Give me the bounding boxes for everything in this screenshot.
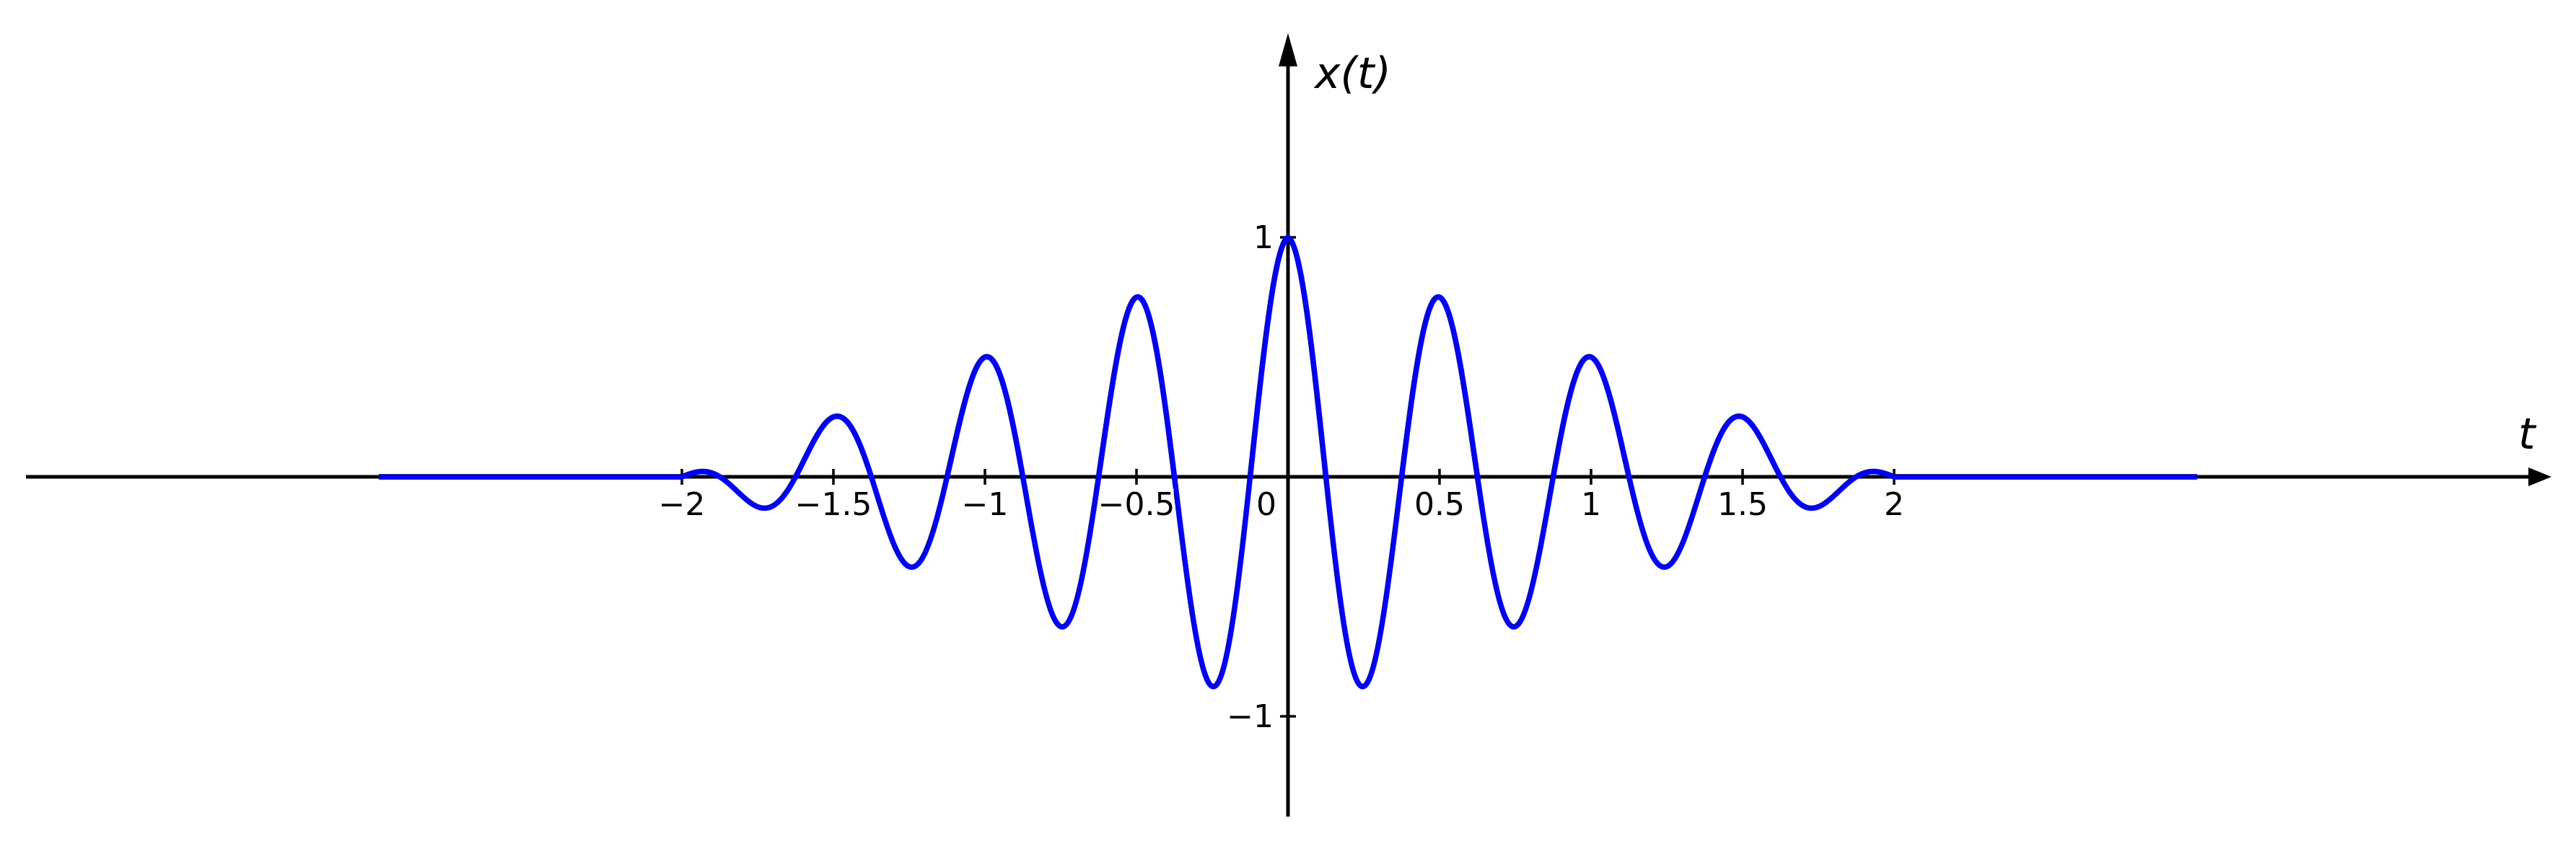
x-axis-label: t [2518,409,2537,460]
tick-labels: −2 −1.5 −1 −0.5 0 0.5 1 1.5 2 1 −1 [655,216,1907,739]
y-axis-label: x(t) [1313,48,1391,99]
x-axis-arrowhead [2528,467,2551,486]
x-tick-label: −2 [659,486,706,523]
y-axis-arrowhead [1279,33,1297,66]
x-tick-label: −0.5 [1098,486,1175,523]
y-tick-label: 1 [1253,219,1274,256]
x-tick-label: 1 [1581,486,1601,523]
x-tick-label: 1.5 [1717,486,1768,523]
series-group [377,234,2199,690]
x-tick-label: 0 [1256,486,1276,523]
x-tick-label: −1.5 [795,486,872,523]
x-tick-label: 2 [1884,486,1904,523]
x-axis-ticks [680,469,1896,485]
x-tick-label: 0.5 [1414,486,1465,523]
series-line-upper [377,234,2199,480]
y-tick-label: −1 [1227,698,1274,735]
x-tick-label: −1 [962,486,1009,523]
